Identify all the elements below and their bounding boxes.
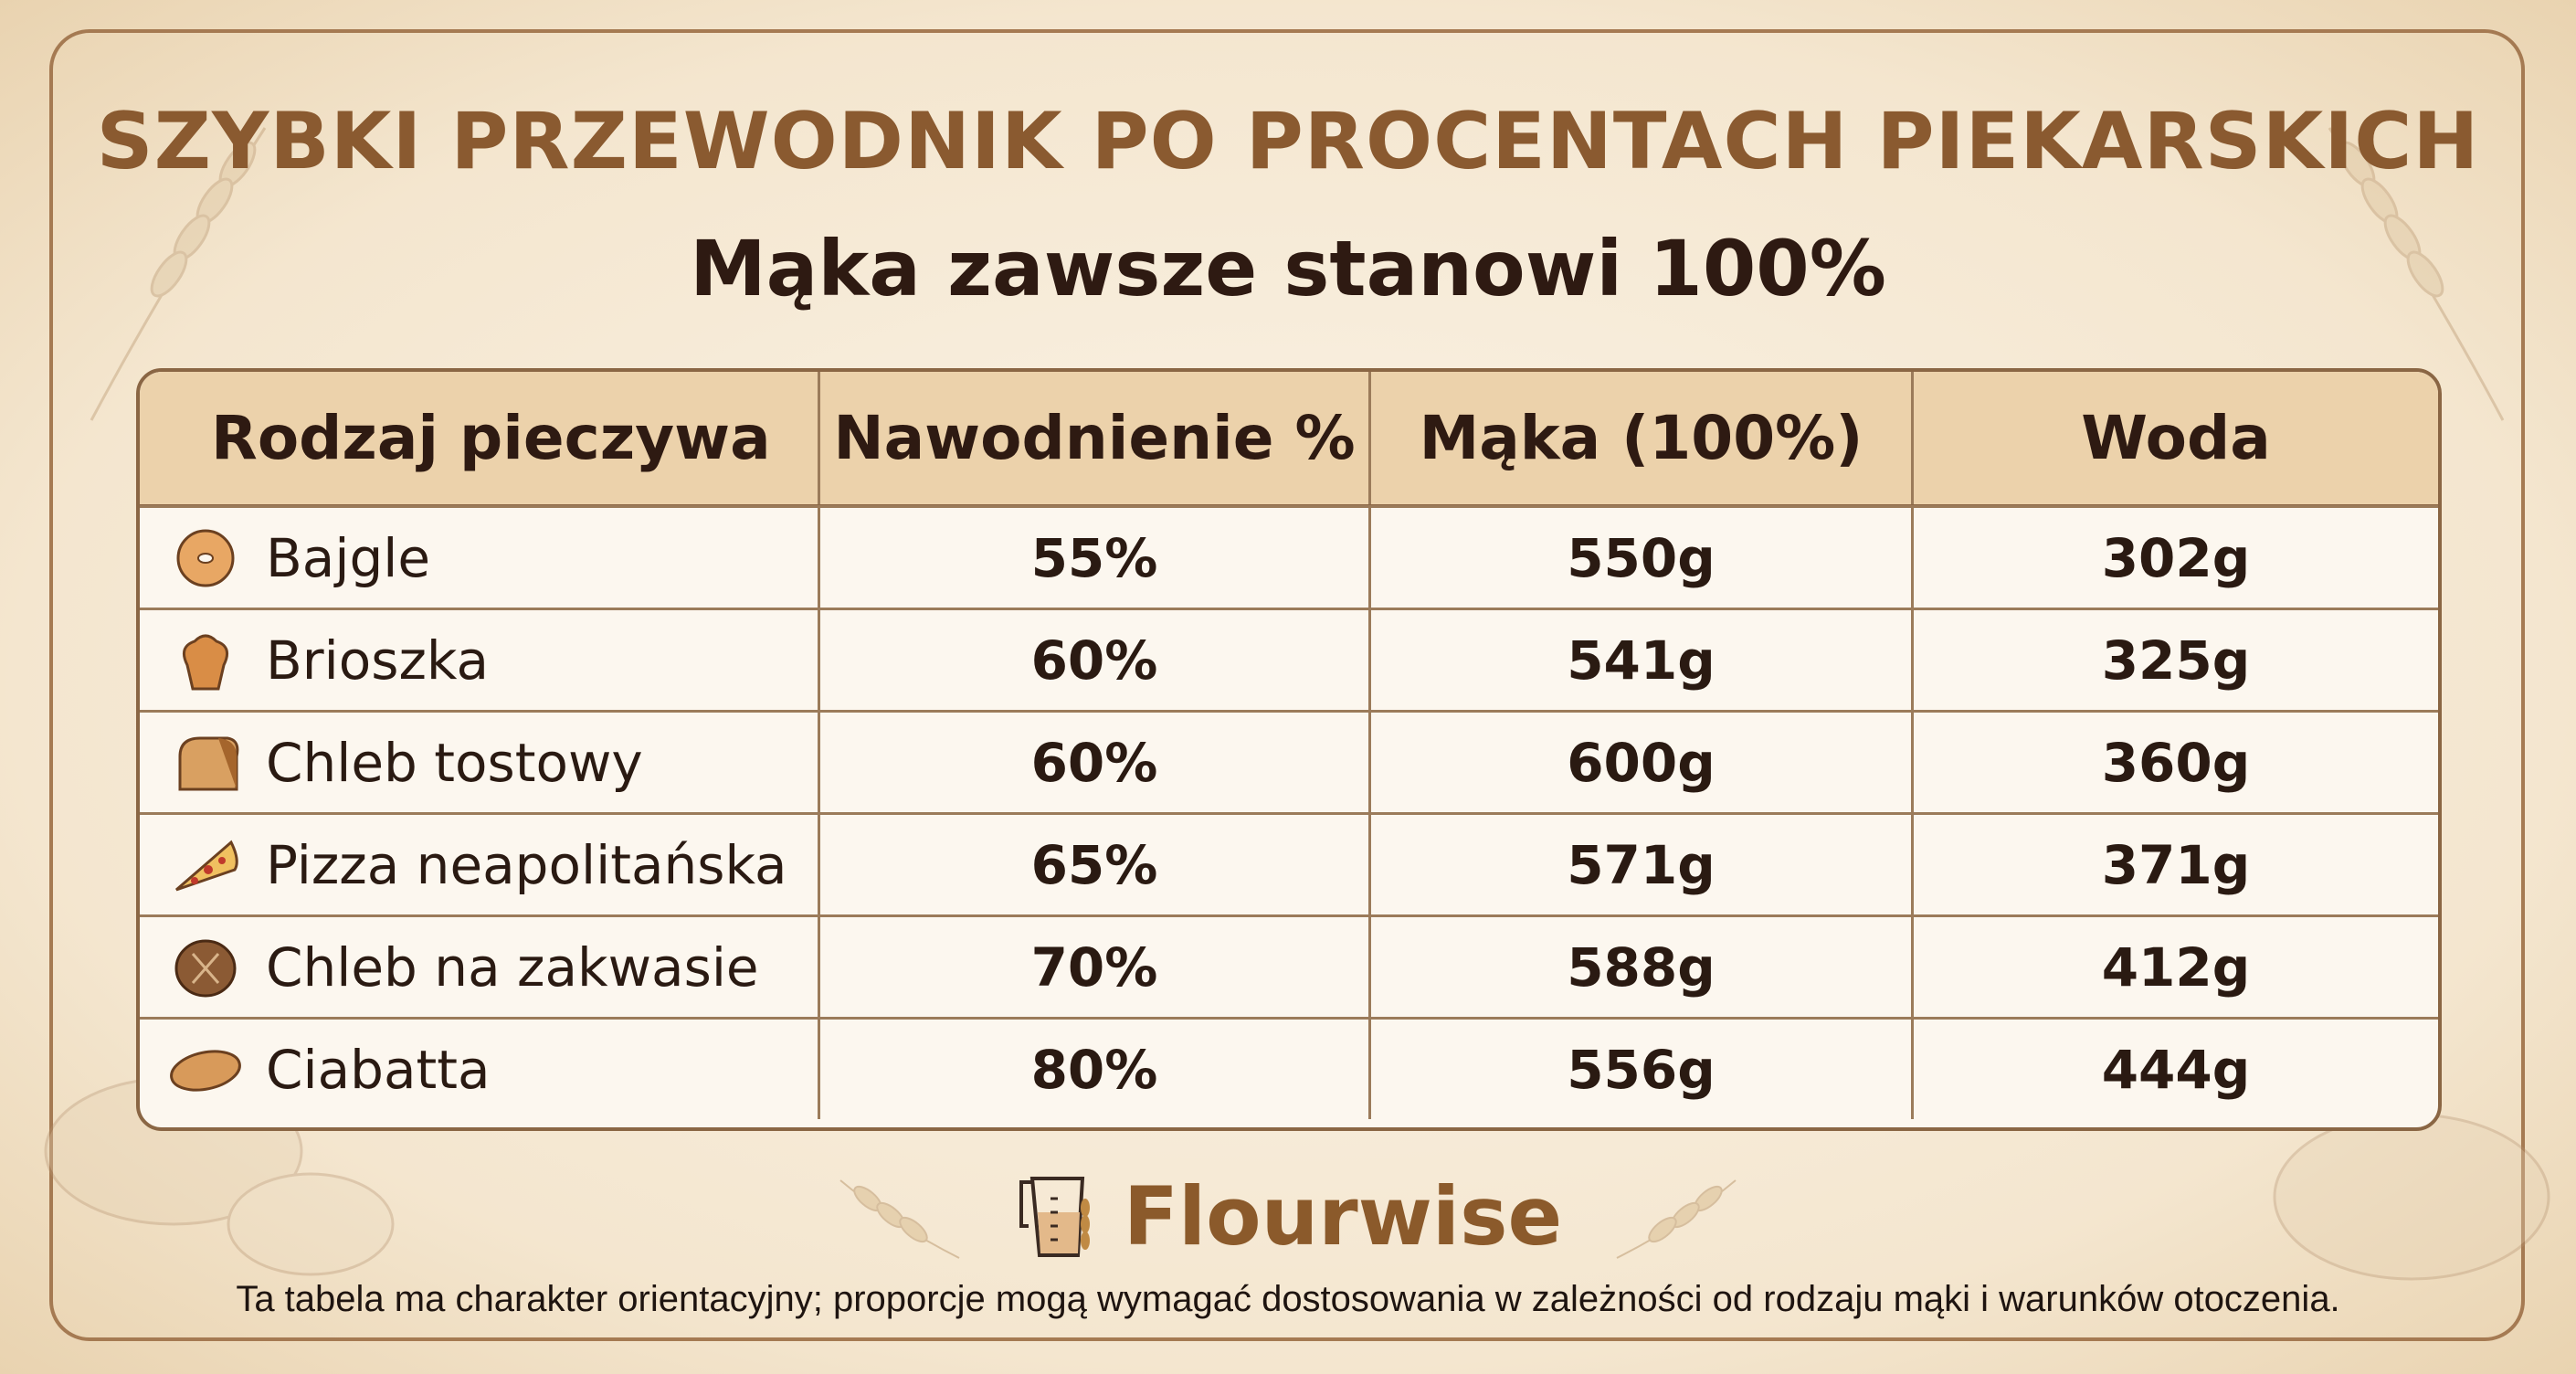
bagel-icon [176,529,235,587]
table-row: Pizza neapolitańska 65% 571g 371g [140,812,2438,914]
flour-cell: 541g [1368,610,1911,710]
water-cell: 444g [1911,1020,2438,1119]
bread-type-cell: Chleb na zakwasie [140,917,818,1017]
water-cell: 371g [1911,815,2438,914]
header-water: Woda [1911,372,2438,504]
measuring-cup-icon [1019,1176,1090,1257]
bread-type-cell: Pizza neapolitańska [140,815,818,914]
flour-cell: 600g [1368,713,1911,812]
hydration-cell: 60% [818,610,1368,710]
bread-name: Brioszka [266,629,490,692]
bread-type-cell: Bajgle [140,508,818,608]
brand-name: Flourwise [1123,1169,1563,1263]
table-header-row: Rodzaj pieczywa Nawodnienie % Mąka (100%… [140,372,2438,505]
toast-bread-icon [178,736,239,790]
table-row: Brioszka 60% 541g 325g [140,608,2438,710]
wheat-left-icon [839,1178,960,1259]
hydration-cell: 70% [818,917,1368,1017]
bread-name: Chleb na zakwasie [266,935,759,999]
bread-name: Ciabatta [266,1038,491,1101]
card-frame [49,29,2525,1341]
pizza-icon [175,840,238,891]
wheat-decoration-icon [90,127,267,421]
header-bread-type: Rodzaj pieczywa [211,403,771,473]
water-cell: 302g [1911,508,2438,608]
water-cell: 325g [1911,610,2438,710]
brand-logo: Flourwise [0,1169,2576,1263]
bread-name: Bajgle [266,526,431,589]
bread-name: Chleb tostowy [266,731,643,794]
flour-cell: 571g [1368,815,1911,914]
wheat-right-icon [1616,1178,1737,1259]
table-row: Ciabatta 80% 556g 444g [140,1017,2438,1119]
flour-cell: 550g [1368,508,1911,608]
hydration-cell: 65% [818,815,1368,914]
table-row: Chleb na zakwasie 70% 588g 412g [140,914,2438,1017]
header-hydration: Nawodnienie % [818,372,1368,504]
water-cell: 360g [1911,713,2438,812]
water-cell: 412g [1911,917,2438,1017]
bread-name: Pizza neapolitańska [266,833,787,896]
disclaimer-note: Ta tabela ma charakter orientacyjny; pro… [236,1279,2340,1319]
page-subtitle: Mąka zawsze stanowi 100% [690,224,1886,313]
hydration-cell: 60% [818,713,1368,812]
bread-type-cell: Chleb tostowy [140,713,818,812]
baking-percentages-table: Rodzaj pieczywa Nawodnienie % Mąka (100%… [136,368,2442,1131]
flour-cell: 588g [1368,917,1911,1017]
brioche-icon [182,634,229,690]
header-flour: Mąka (100%) [1368,372,1911,504]
hydration-cell: 80% [818,1020,1368,1119]
flour-cell: 556g [1368,1020,1911,1119]
bread-type-cell: Brioszka [140,610,818,710]
hydration-cell: 55% [818,508,1368,608]
bread-type-cell: Ciabatta [140,1020,818,1119]
sourdough-icon [174,939,237,997]
table-row: Bajgle 55% 550g 302g [140,505,2438,608]
table-row: Chleb tostowy 60% 600g 360g [140,710,2438,812]
ciabatta-icon [170,1049,241,1092]
page-title: SZYBKI PRZEWODNIK PO PROCENTACH PIEKARSK… [96,96,2480,187]
wheat-decoration-icon [2328,127,2505,421]
